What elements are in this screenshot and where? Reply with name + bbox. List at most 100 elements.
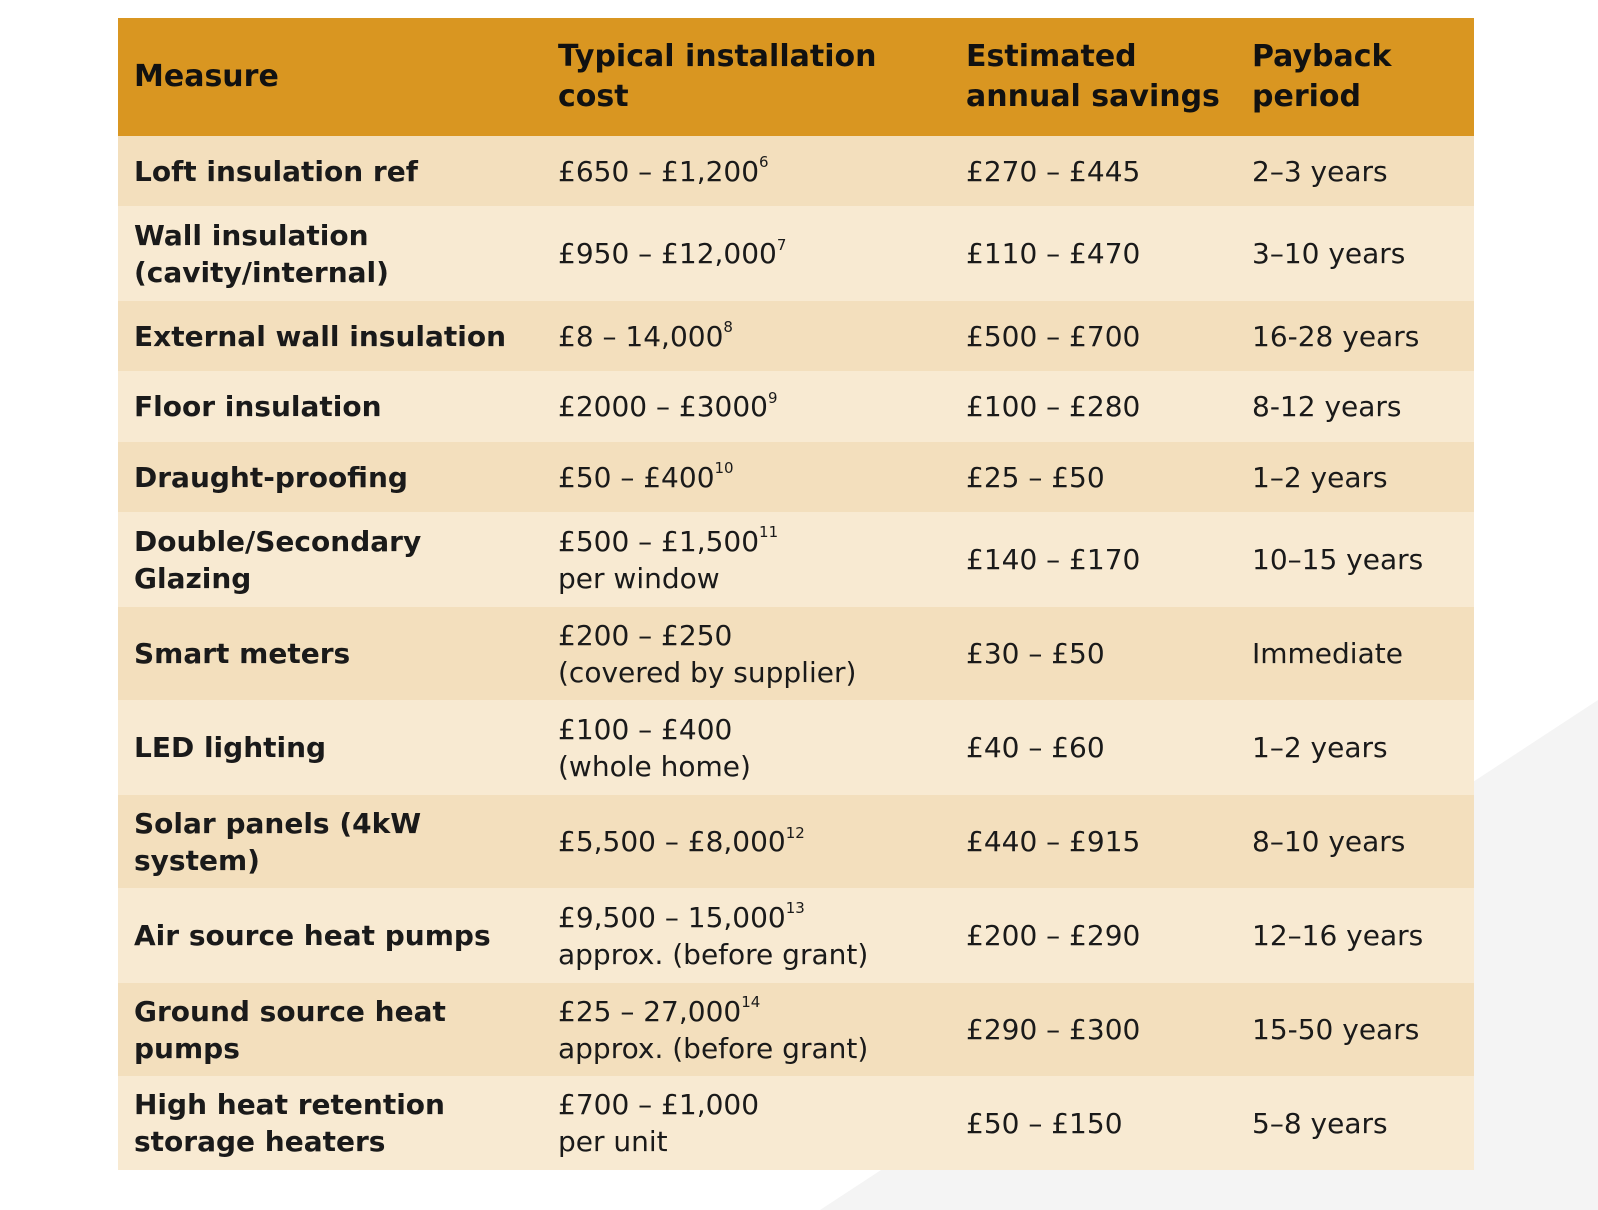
cost-text: £9,500 – 15,000 <box>558 900 786 934</box>
measure-text: Air source heat pumps <box>134 919 491 952</box>
cost-text: (covered by supplier) <box>558 655 857 689</box>
header-payback-label-line2: period <box>1252 79 1361 114</box>
table-row: High heat retention storage heaters £700 –… <box>118 1076 1474 1170</box>
measure-text: pumps <box>134 1031 240 1065</box>
savings-cell: £440 – £915 <box>950 795 1236 888</box>
footnote-ref: 9 <box>767 388 778 407</box>
cost-line: per unit <box>558 1123 934 1160</box>
table-row: Ground source heat pumps £25 – 27,00014 app… <box>118 983 1474 1076</box>
header-measure: Measure <box>118 18 542 136</box>
cost-cell: £5,500 – £8,00012 <box>542 795 950 888</box>
measure-text: External wall insulation <box>134 319 507 353</box>
cost-cell: £100 – £400 (whole home) <box>542 700 950 795</box>
footnote-ref: 8 <box>723 318 733 337</box>
cost-text: approx. (before grant) <box>558 1031 869 1065</box>
cost-cell: £25 – 27,00014 approx. (before grant) <box>542 983 950 1076</box>
measure-cell: LED lighting <box>118 700 542 795</box>
measure-cell: Loft insulation ref <box>118 136 542 206</box>
cost-line: (whole home) <box>558 748 934 785</box>
table-row: Wall insulation (cavity/internal) £950 – £… <box>118 206 1474 301</box>
measure-cell: Floor insulation <box>118 371 542 442</box>
measure-text: LED lighting <box>134 731 327 764</box>
measure-text: Smart meters <box>134 637 351 670</box>
header-cost-label-line1: Typical installation <box>558 39 877 74</box>
cost-text: £950 – £12,000 <box>558 237 777 270</box>
table-row: Loft insulation ref £650 – £1,2006 £270 – … <box>118 136 1474 206</box>
cost-line: per window <box>558 560 934 597</box>
measure-text: Ground source heat <box>134 994 446 1028</box>
cost-text: £50 – £400 <box>558 460 715 494</box>
measure-cell: Air source heat pumps <box>118 888 542 983</box>
cost-line: £8 – 14,0008 <box>558 318 934 355</box>
table-row: Draught-proofing £50 – £40010 £25 – £50 1–2… <box>118 442 1474 512</box>
cost-text: £700 – £1,000 <box>558 1088 760 1121</box>
savings-cell: £50 – £150 <box>950 1076 1236 1170</box>
cost-line: approx. (before grant) <box>558 936 934 973</box>
header-cost: Typical installation cost <box>542 18 950 136</box>
measure-text: High heat retention <box>134 1088 445 1121</box>
cost-text: £650 – £1,200 <box>558 154 760 188</box>
measure-cell: High heat retention storage heaters <box>118 1076 542 1170</box>
table-row: Floor insulation £2000 – £30009 £100 – £28… <box>118 371 1474 442</box>
cost-line: £950 – £12,0007 <box>558 235 934 272</box>
cost-text: £2000 – £3000 <box>558 390 768 423</box>
header-payback: Payback period <box>1236 18 1474 136</box>
table-row: Solar panels (4kW system) £5,500 – £8,000… <box>118 795 1474 888</box>
cost-cell: £8 – 14,0008 <box>542 301 950 371</box>
measure-text: Loft insulation ref <box>134 154 418 188</box>
cost-text: £100 – £400 <box>558 712 733 746</box>
cost-cell: £500 – £1,50011 per window <box>542 512 950 607</box>
header-savings: Estimated annual savings <box>950 18 1236 136</box>
measure-text: Glazing <box>134 561 252 595</box>
measure-cell: Double/Secondary Glazing <box>118 512 542 607</box>
payback-cell: 1–2 years <box>1236 700 1474 795</box>
header-row: Measure Typical installation cost Estima… <box>118 18 1474 136</box>
table-row: LED lighting £100 – £400 (whole home) £40 –… <box>118 700 1474 795</box>
footnote-ref: 10 <box>714 459 734 478</box>
measure-cell: Smart meters <box>118 607 542 700</box>
header-measure-label: Measure <box>134 59 279 94</box>
payback-cell: 3–10 years <box>1236 206 1474 301</box>
header-cost-label-line2: cost <box>558 79 629 114</box>
savings-cell: £500 – £700 <box>950 301 1236 371</box>
payback-cell: 16-28 years <box>1236 301 1474 371</box>
savings-cell: £270 – £445 <box>950 136 1236 206</box>
cost-line: £200 – £250 <box>558 617 934 654</box>
table-header: Measure Typical installation cost Estima… <box>118 18 1474 136</box>
savings-cell: £200 – £290 <box>950 888 1236 983</box>
savings-cell: £140 – £170 <box>950 512 1236 607</box>
measure-cell: Solar panels (4kW system) <box>118 795 542 888</box>
cost-line: £5,500 – £8,00012 <box>558 823 934 860</box>
measure-text: Draught-proofing <box>134 460 408 494</box>
payback-cell: 12–16 years <box>1236 888 1474 983</box>
cost-line: £2000 – £30009 <box>558 388 934 425</box>
cost-text: (whole home) <box>558 749 751 783</box>
cost-text: £5,500 – £8,000 <box>558 825 786 858</box>
energy-savings-table: Measure Typical installation cost Estima… <box>118 18 1474 1170</box>
savings-cell: £100 – £280 <box>950 371 1236 442</box>
payback-cell: 2–3 years <box>1236 136 1474 206</box>
savings-cell: £290 – £300 <box>950 983 1236 1076</box>
cost-cell: £2000 – £30009 <box>542 371 950 442</box>
cost-cell: £650 – £1,2006 <box>542 136 950 206</box>
footnote-ref: 6 <box>759 153 769 172</box>
header-savings-label-line2: annual savings <box>966 79 1220 114</box>
savings-cell: £110 – £470 <box>950 206 1236 301</box>
measure-cell: External wall insulation <box>118 301 542 371</box>
measure-text: Floor insulation <box>134 390 382 423</box>
footnote-ref: 13 <box>785 899 805 918</box>
cost-line: £500 – £1,50011 <box>558 523 934 560</box>
cost-line: £700 – £1,000 <box>558 1086 934 1123</box>
cost-text: £8 – 14,000 <box>558 319 724 353</box>
cost-cell: £50 – £40010 <box>542 442 950 512</box>
cost-cell: £200 – £250 (covered by supplier) <box>542 607 950 700</box>
cost-cell: £700 – £1,000 per unit <box>542 1076 950 1170</box>
cost-text: approx. (before grant) <box>558 937 869 971</box>
payback-cell: 15-50 years <box>1236 983 1474 1076</box>
savings-cell: £30 – £50 <box>950 607 1236 700</box>
payback-cell: 10–15 years <box>1236 512 1474 607</box>
measure-text: (cavity/internal) <box>134 255 389 289</box>
cost-line: £100 – £400 <box>558 711 934 748</box>
cost-text: per window <box>558 561 720 595</box>
measure-cell: Draught-proofing <box>118 442 542 512</box>
